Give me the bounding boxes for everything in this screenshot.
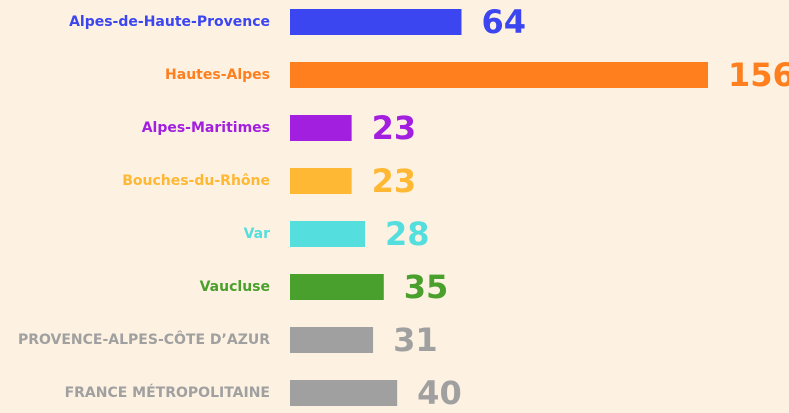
value-label: 31 <box>393 321 438 359</box>
value-label: 23 <box>372 109 417 147</box>
category-label: PROVENCE-ALPES-CÔTE D’AZUR <box>18 330 270 348</box>
bar <box>290 115 352 141</box>
category-label: Vaucluse <box>200 279 270 295</box>
category-label: Hautes-Alpes <box>165 67 270 83</box>
category-label: Alpes-de-Haute-Provence <box>69 14 270 30</box>
bar <box>290 327 374 353</box>
value-label: 156 <box>728 56 789 94</box>
category-label: Bouches-du-Rhône <box>122 173 270 189</box>
value-label: 64 <box>481 3 526 41</box>
category-label: FRANCE MÉTROPOLITAINE <box>65 384 270 401</box>
bar <box>290 221 366 247</box>
bar <box>290 168 352 194</box>
category-label: Var <box>244 226 271 242</box>
bar <box>290 62 708 88</box>
value-label: 40 <box>417 374 462 412</box>
bar <box>290 9 462 35</box>
category-label: Alpes-Maritimes <box>142 120 270 136</box>
bar <box>290 274 384 300</box>
value-label: 35 <box>404 268 449 306</box>
bar <box>290 380 398 406</box>
value-label: 23 <box>372 162 417 200</box>
value-label: 28 <box>385 215 430 253</box>
